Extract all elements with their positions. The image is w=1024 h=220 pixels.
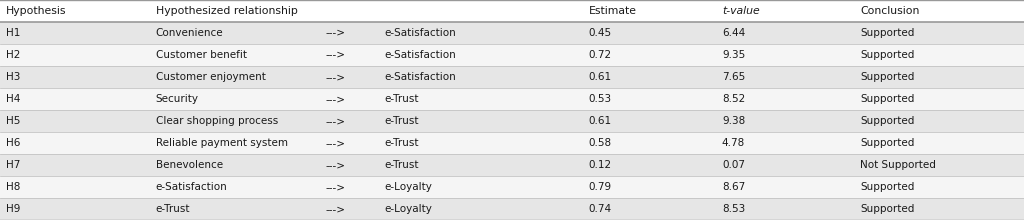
- Bar: [0, 154, 1024, 176]
- Text: Customer enjoyment: Customer enjoyment: [156, 72, 265, 82]
- Text: e-Satisfaction: e-Satisfaction: [156, 182, 227, 192]
- Bar: [0, 176, 1024, 198]
- Text: Conclusion: Conclusion: [860, 6, 920, 16]
- Text: --->: --->: [326, 204, 346, 214]
- Text: Supported: Supported: [860, 94, 914, 104]
- Text: H1: H1: [6, 28, 20, 38]
- Text: 0.45: 0.45: [589, 28, 612, 38]
- Text: 8.52: 8.52: [722, 94, 745, 104]
- Bar: [0, 66, 1024, 88]
- Text: 8.53: 8.53: [722, 204, 745, 214]
- Text: --->: --->: [326, 160, 346, 170]
- Text: 0.07: 0.07: [722, 160, 744, 170]
- Bar: [0, 132, 1024, 154]
- Text: H5: H5: [6, 116, 20, 126]
- Text: Estimate: Estimate: [589, 6, 637, 16]
- Text: H6: H6: [6, 138, 20, 148]
- Text: Supported: Supported: [860, 138, 914, 148]
- Text: Supported: Supported: [860, 204, 914, 214]
- Text: --->: --->: [326, 116, 346, 126]
- Text: Supported: Supported: [860, 116, 914, 126]
- Text: H2: H2: [6, 50, 20, 60]
- Text: Supported: Supported: [860, 72, 914, 82]
- Text: Convenience: Convenience: [156, 28, 223, 38]
- Bar: [0, 198, 1024, 220]
- Text: e-Satisfaction: e-Satisfaction: [384, 72, 456, 82]
- Text: --->: --->: [326, 72, 346, 82]
- Text: --->: --->: [326, 50, 346, 60]
- Text: H8: H8: [6, 182, 20, 192]
- Text: Customer benefit: Customer benefit: [156, 50, 247, 60]
- Bar: [0, 88, 1024, 110]
- Text: Security: Security: [156, 94, 199, 104]
- Text: Not Supported: Not Supported: [860, 160, 936, 170]
- Text: e-Trust: e-Trust: [384, 94, 419, 104]
- Text: Clear shopping process: Clear shopping process: [156, 116, 278, 126]
- Bar: [0, 0, 1024, 22]
- Text: Supported: Supported: [860, 50, 914, 60]
- Text: e-Trust: e-Trust: [156, 204, 190, 214]
- Text: 0.79: 0.79: [589, 182, 612, 192]
- Text: Supported: Supported: [860, 28, 914, 38]
- Text: 0.74: 0.74: [589, 204, 612, 214]
- Bar: [0, 110, 1024, 132]
- Text: e-Loyalty: e-Loyalty: [384, 204, 432, 214]
- Text: 9.38: 9.38: [722, 116, 745, 126]
- Text: 4.78: 4.78: [722, 138, 745, 148]
- Text: H7: H7: [6, 160, 20, 170]
- Text: e-Loyalty: e-Loyalty: [384, 182, 432, 192]
- Bar: [0, 22, 1024, 44]
- Text: 0.61: 0.61: [589, 116, 612, 126]
- Text: e-Trust: e-Trust: [384, 160, 419, 170]
- Text: H4: H4: [6, 94, 20, 104]
- Text: e-Trust: e-Trust: [384, 116, 419, 126]
- Text: 0.61: 0.61: [589, 72, 612, 82]
- Text: 9.35: 9.35: [722, 50, 745, 60]
- Text: Supported: Supported: [860, 182, 914, 192]
- Text: Hypothesis: Hypothesis: [6, 6, 67, 16]
- Text: 8.67: 8.67: [722, 182, 745, 192]
- Text: 0.72: 0.72: [589, 50, 612, 60]
- Text: H3: H3: [6, 72, 20, 82]
- Text: t-value: t-value: [722, 6, 760, 16]
- Text: 0.58: 0.58: [589, 138, 612, 148]
- Text: Benevolence: Benevolence: [156, 160, 223, 170]
- Text: --->: --->: [326, 94, 346, 104]
- Text: Hypothesized relationship: Hypothesized relationship: [156, 6, 298, 16]
- Text: --->: --->: [326, 28, 346, 38]
- Text: --->: --->: [326, 138, 346, 148]
- Text: e-Satisfaction: e-Satisfaction: [384, 50, 456, 60]
- Text: H9: H9: [6, 204, 20, 214]
- Text: e-Trust: e-Trust: [384, 138, 419, 148]
- Text: 7.65: 7.65: [722, 72, 745, 82]
- Text: 0.53: 0.53: [589, 94, 612, 104]
- Text: --->: --->: [326, 182, 346, 192]
- Text: Reliable payment system: Reliable payment system: [156, 138, 288, 148]
- Bar: [0, 44, 1024, 66]
- Text: 6.44: 6.44: [722, 28, 745, 38]
- Text: 0.12: 0.12: [589, 160, 612, 170]
- Text: e-Satisfaction: e-Satisfaction: [384, 28, 456, 38]
